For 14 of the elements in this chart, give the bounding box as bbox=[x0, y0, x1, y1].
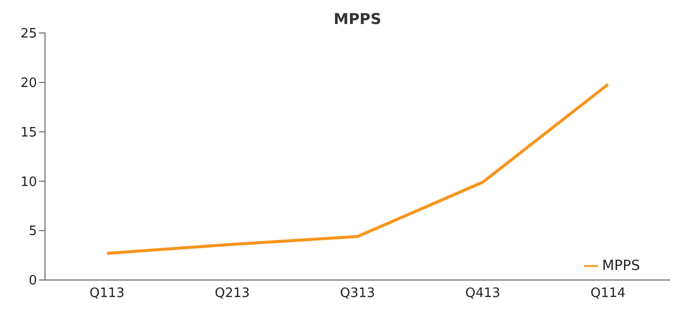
legend-label: MPPS bbox=[602, 258, 640, 274]
y-tick-label: 15 bbox=[20, 125, 37, 140]
y-tick-label: 5 bbox=[28, 224, 37, 240]
x-tick-label: Q114 bbox=[590, 286, 626, 302]
x-tick-label: Q113 bbox=[89, 286, 125, 302]
x-tick-label: Q313 bbox=[340, 286, 376, 302]
x-tick-label: Q213 bbox=[214, 286, 250, 302]
y-tick-label: 25 bbox=[20, 26, 37, 42]
y-tick-label: 20 bbox=[20, 76, 37, 92]
chart-title: MPPS bbox=[334, 10, 382, 28]
x-tick-label: Q413 bbox=[465, 286, 500, 302]
line-series bbox=[106, 82, 610, 255]
y-tick-label: 10 bbox=[20, 174, 37, 190]
y-tick-label: 0 bbox=[28, 274, 37, 289]
